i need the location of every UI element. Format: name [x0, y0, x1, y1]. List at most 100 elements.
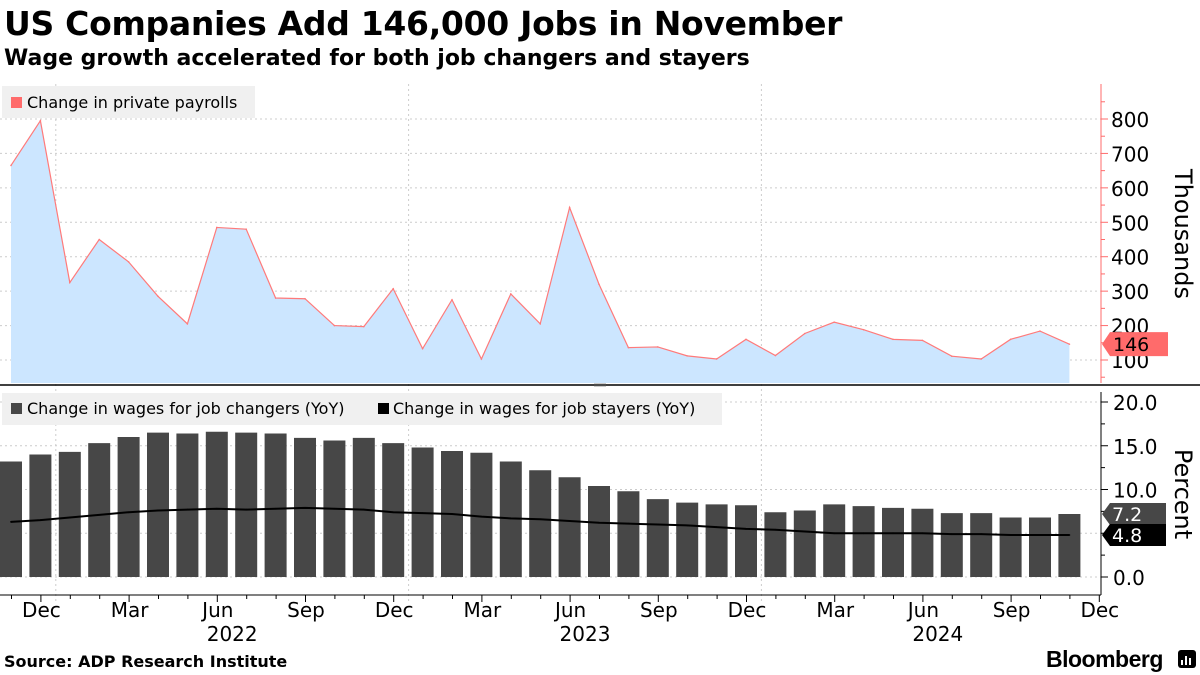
- job-changers-bar: [940, 513, 963, 577]
- job-stayers-point: [686, 524, 689, 527]
- x-tick-label: Dec: [22, 598, 61, 622]
- job-changers-bar: [558, 477, 581, 577]
- job-stayers-point: [392, 511, 395, 514]
- job-stayers-point: [480, 515, 483, 518]
- job-changers-bar: [646, 499, 669, 577]
- chart-title: US Companies Add 146,000 Jobs in Novembe…: [4, 4, 843, 43]
- job-changers-bar: [235, 432, 258, 577]
- payroll-point: [69, 281, 71, 284]
- payroll-point: [157, 295, 159, 298]
- job-changers-bar: [470, 452, 493, 577]
- payroll-tick-label: 800: [1111, 108, 1149, 132]
- job-stayers-point: [950, 533, 953, 536]
- payroll-point: [1039, 330, 1041, 332]
- payroll-point: [951, 355, 953, 358]
- payroll-point: [657, 346, 659, 348]
- job-changers-bar: [29, 454, 52, 577]
- job-changers-bar: [117, 437, 140, 577]
- payroll-point: [980, 358, 982, 360]
- payroll-point: [745, 338, 747, 341]
- job-stayers-point: [656, 523, 659, 526]
- job-changers-legend-label: Change in wages for job changers (YoY): [27, 399, 344, 418]
- job-changers-bar: [676, 502, 699, 577]
- payroll-point: [333, 324, 336, 327]
- job-changers-bar: [911, 508, 934, 577]
- x-year-label: 2024: [912, 622, 963, 646]
- payroll-tick-label: 500: [1111, 211, 1149, 235]
- x-tick-label: Sep: [993, 598, 1031, 622]
- job-stayers-point: [803, 530, 806, 533]
- payroll-point: [127, 261, 130, 263]
- payroll-tick-label: 700: [1111, 142, 1149, 166]
- payroll-tick-label: 400: [1111, 246, 1149, 270]
- x-tick-label: Jun: [200, 598, 233, 622]
- payroll-point: [98, 238, 100, 241]
- job-changers-bar: [1058, 514, 1081, 577]
- payroll-tick-label: 300: [1111, 280, 1149, 304]
- x-tick-label: Sep: [287, 598, 325, 622]
- job-changers-bar: [970, 513, 993, 577]
- payroll-point: [686, 355, 688, 357]
- payroll-point: [598, 283, 600, 286]
- job-changers-bar: [1029, 517, 1051, 577]
- payroll-legend-box: [2, 86, 255, 118]
- x-tick-label: Dec: [1080, 598, 1119, 622]
- payroll-point: [892, 338, 894, 341]
- legends-group: Change in private payrolls Change in wage…: [2, 86, 722, 425]
- job-changers-bar: [588, 486, 610, 577]
- job-changers-bar: [705, 504, 728, 577]
- payroll-last-value-label: 146: [1113, 334, 1149, 356]
- job-stayers-point: [774, 528, 777, 531]
- payroll-point: [774, 354, 777, 357]
- payroll-point: [510, 293, 512, 295]
- x-year-label: 2023: [560, 622, 611, 646]
- x-tick-label: Sep: [640, 598, 678, 622]
- job-stayers-point: [362, 508, 365, 511]
- payroll-point: [833, 321, 835, 323]
- payroll-point: [451, 298, 453, 301]
- x-tick-label: Mar: [816, 598, 855, 622]
- job-changers-bar: [205, 431, 228, 577]
- axes-group: [0, 84, 1200, 602]
- payroll-point: [421, 347, 424, 350]
- payroll-point: [245, 228, 247, 230]
- job-stayers-point: [215, 507, 218, 510]
- job-changers-bar: [617, 491, 640, 577]
- payroll-point: [715, 358, 718, 360]
- job-stayers-point: [68, 516, 71, 519]
- job-changers-bar: [764, 512, 787, 577]
- job-stayers-point: [862, 532, 865, 535]
- job-stayers-point: [98, 513, 101, 516]
- job-stayers-point: [715, 526, 718, 529]
- job-stayers-point: [333, 507, 336, 510]
- payroll-tick-label: 600: [1111, 177, 1149, 201]
- job-stayers-point: [598, 521, 600, 524]
- payroll-point: [862, 328, 865, 331]
- job-changers-bar: [58, 451, 81, 577]
- x-tick-label: Mar: [464, 598, 503, 622]
- x-tick-label: Mar: [111, 598, 150, 622]
- job-stayers-point: [627, 522, 630, 525]
- payroll-point: [568, 206, 571, 209]
- job-stayers-point: [421, 512, 424, 515]
- payroll-point: [1009, 338, 1012, 341]
- job-changers-last-value-marker: [1102, 503, 1166, 525]
- job-stayers-point: [509, 517, 512, 520]
- job-changers-bar: [352, 437, 375, 577]
- payroll-point: [480, 358, 483, 360]
- payroll-point: [39, 119, 42, 122]
- payroll-point: [804, 332, 806, 335]
- job-stayers-last-value-label: 4.8: [1112, 525, 1142, 547]
- job-stayers-point: [1009, 534, 1012, 536]
- wage-tick-label: 10.0: [1113, 479, 1158, 503]
- job-stayers-line-group: [10, 506, 1071, 536]
- job-stayers-point: [568, 520, 571, 522]
- x-year-label: 2022: [207, 622, 258, 646]
- job-changers-bar: [147, 432, 169, 577]
- payroll-area: [11, 120, 1070, 383]
- payroll-point: [363, 325, 365, 328]
- job-stayers-point: [245, 508, 248, 511]
- job-stayers-point: [1068, 534, 1071, 536]
- payroll-point: [216, 226, 218, 229]
